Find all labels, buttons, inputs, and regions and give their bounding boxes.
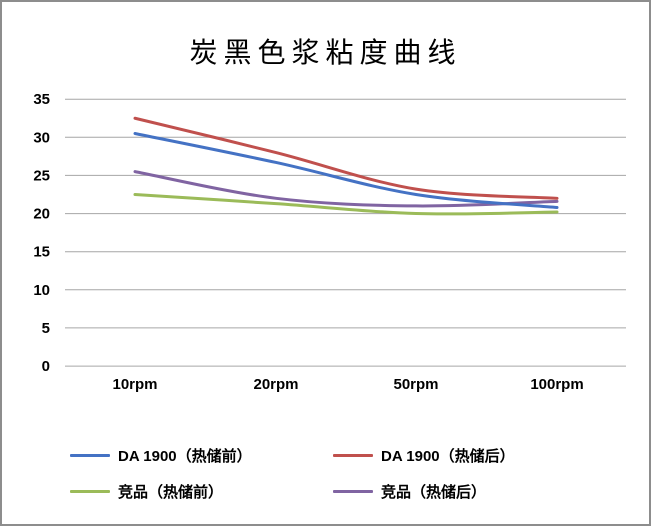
svg-text:10: 10 (33, 282, 50, 299)
svg-text:0: 0 (42, 358, 50, 375)
svg-text:35: 35 (33, 91, 50, 108)
svg-text:100rpm: 100rpm (530, 376, 583, 393)
svg-text:20: 20 (33, 206, 50, 223)
svg-text:50rpm: 50rpm (393, 376, 438, 393)
svg-text:30: 30 (33, 129, 50, 146)
svg-text:10rpm: 10rpm (112, 376, 157, 393)
svg-text:25: 25 (33, 167, 50, 184)
svg-text:5: 5 (42, 320, 50, 337)
svg-text:20rpm: 20rpm (253, 376, 298, 393)
svg-text:15: 15 (33, 244, 50, 261)
